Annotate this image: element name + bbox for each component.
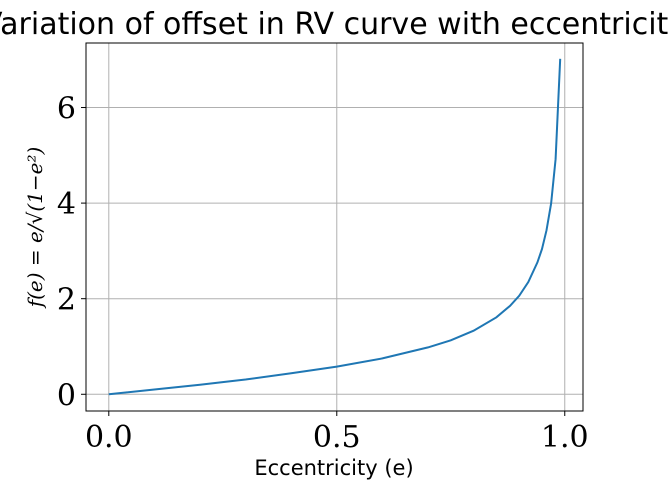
chart-title: Variation of offset in RV curve with ecc… (0, 7, 668, 42)
grid-lines (86, 43, 583, 411)
x-tick-label: 0.0 (85, 420, 133, 455)
x-axis-label: Eccentricity (e) (254, 456, 413, 480)
series-layer (108, 58, 562, 396)
axis-ticks: 0.0 0.5 1.0 0 2 4 6 (57, 92, 589, 455)
x-tick-label: 0.5 (313, 420, 361, 455)
y-tick-label: 0 (57, 378, 76, 413)
y-tick-label: 6 (57, 92, 76, 127)
y-tick-label: 2 (57, 283, 76, 318)
plot-frame (85, 42, 584, 412)
x-tick-label: 1.0 (541, 420, 589, 455)
y-tick-label: 4 (57, 187, 76, 222)
y-axis-label: f(e) = e/√(1−e²) (23, 147, 47, 310)
series-line (108, 58, 562, 396)
